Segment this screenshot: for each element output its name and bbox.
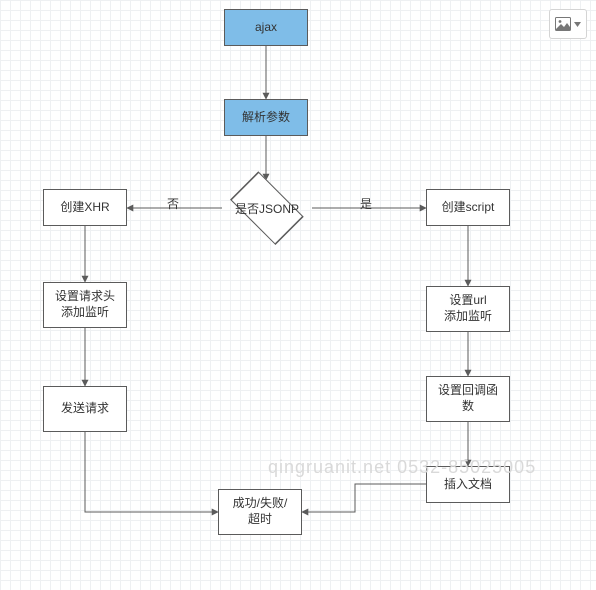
node-insert: 插入文档 — [426, 466, 510, 503]
node-result: 成功/失败/ 超时 — [218, 489, 302, 535]
node-parse: 解析参数 — [224, 99, 308, 136]
edge-label-isjsonp-script: 是 — [360, 195, 372, 212]
caret-down-icon — [574, 22, 581, 27]
node-xhr: 创建XHR — [43, 189, 127, 226]
edge-insert-result — [302, 484, 426, 512]
node-label: 是否JSONP — [222, 180, 312, 236]
insert-image-button[interactable] — [549, 9, 587, 39]
node-ajax: ajax — [224, 9, 308, 46]
flowchart-canvas: ajax解析参数是否JSONP创建XHR创建script设置请求头 添加监听设置… — [0, 0, 596, 590]
node-send: 发送请求 — [43, 386, 127, 432]
node-script: 创建script — [426, 189, 510, 226]
edge-label-isjsonp-xhr: 否 — [167, 195, 179, 212]
node-isjsonp: 是否JSONP — [222, 180, 312, 236]
edge-send-result — [85, 432, 218, 512]
node-seturl: 设置url 添加监听 — [426, 286, 510, 332]
node-callback: 设置回调函 数 — [426, 376, 510, 422]
image-icon — [555, 17, 571, 31]
node-reqhead: 设置请求头 添加监听 — [43, 282, 127, 328]
